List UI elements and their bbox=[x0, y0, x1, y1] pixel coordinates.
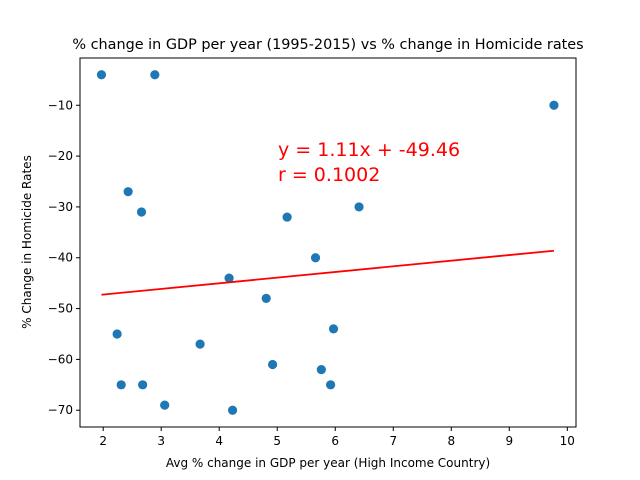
chart-title: % change in GDP per year (1995-2015) vs … bbox=[72, 37, 583, 53]
data-point bbox=[117, 380, 126, 389]
y-tick-label: −50 bbox=[48, 302, 73, 316]
data-point bbox=[124, 187, 133, 196]
y-tick-label: −20 bbox=[48, 149, 73, 163]
data-point bbox=[354, 202, 363, 211]
x-tick-label: 9 bbox=[505, 434, 513, 448]
data-point bbox=[113, 329, 122, 338]
y-tick-label: −10 bbox=[48, 98, 73, 112]
data-point bbox=[262, 294, 271, 303]
y-tick-label: −70 bbox=[48, 403, 73, 417]
y-tick-label: −30 bbox=[48, 200, 73, 214]
x-tick-label: 2 bbox=[99, 434, 107, 448]
correlation-label: r = 0.1002 bbox=[278, 164, 380, 186]
x-tick-label: 5 bbox=[273, 434, 281, 448]
plot-frame bbox=[80, 58, 576, 427]
x-tick-label: 6 bbox=[331, 434, 339, 448]
x-tick-label: 10 bbox=[560, 434, 575, 448]
y-tick-label: −40 bbox=[48, 251, 73, 265]
data-point bbox=[228, 406, 237, 415]
data-point bbox=[326, 380, 335, 389]
data-point bbox=[283, 212, 292, 221]
y-axis-label: % Change in Homicide Rates bbox=[20, 155, 34, 329]
data-point bbox=[311, 253, 320, 262]
data-point bbox=[329, 324, 338, 333]
x-tick-label: 8 bbox=[447, 434, 455, 448]
data-point bbox=[195, 340, 204, 349]
data-point bbox=[268, 360, 277, 369]
data-point bbox=[138, 380, 147, 389]
regression-line bbox=[101, 251, 553, 295]
data-point bbox=[150, 70, 159, 79]
data-point bbox=[549, 101, 558, 110]
y-tick-label: −60 bbox=[48, 352, 73, 366]
data-point bbox=[160, 401, 169, 410]
regression-equation: y = 1.11x + -49.46 bbox=[278, 139, 460, 161]
data-point bbox=[317, 365, 326, 374]
x-tick-label: 3 bbox=[157, 434, 165, 448]
x-axis-label: Avg % change in GDP per year (High Incom… bbox=[166, 456, 490, 470]
x-tick-label: 4 bbox=[215, 434, 223, 448]
data-point bbox=[137, 207, 146, 216]
x-tick-label: 7 bbox=[389, 434, 397, 448]
data-point bbox=[97, 70, 106, 79]
